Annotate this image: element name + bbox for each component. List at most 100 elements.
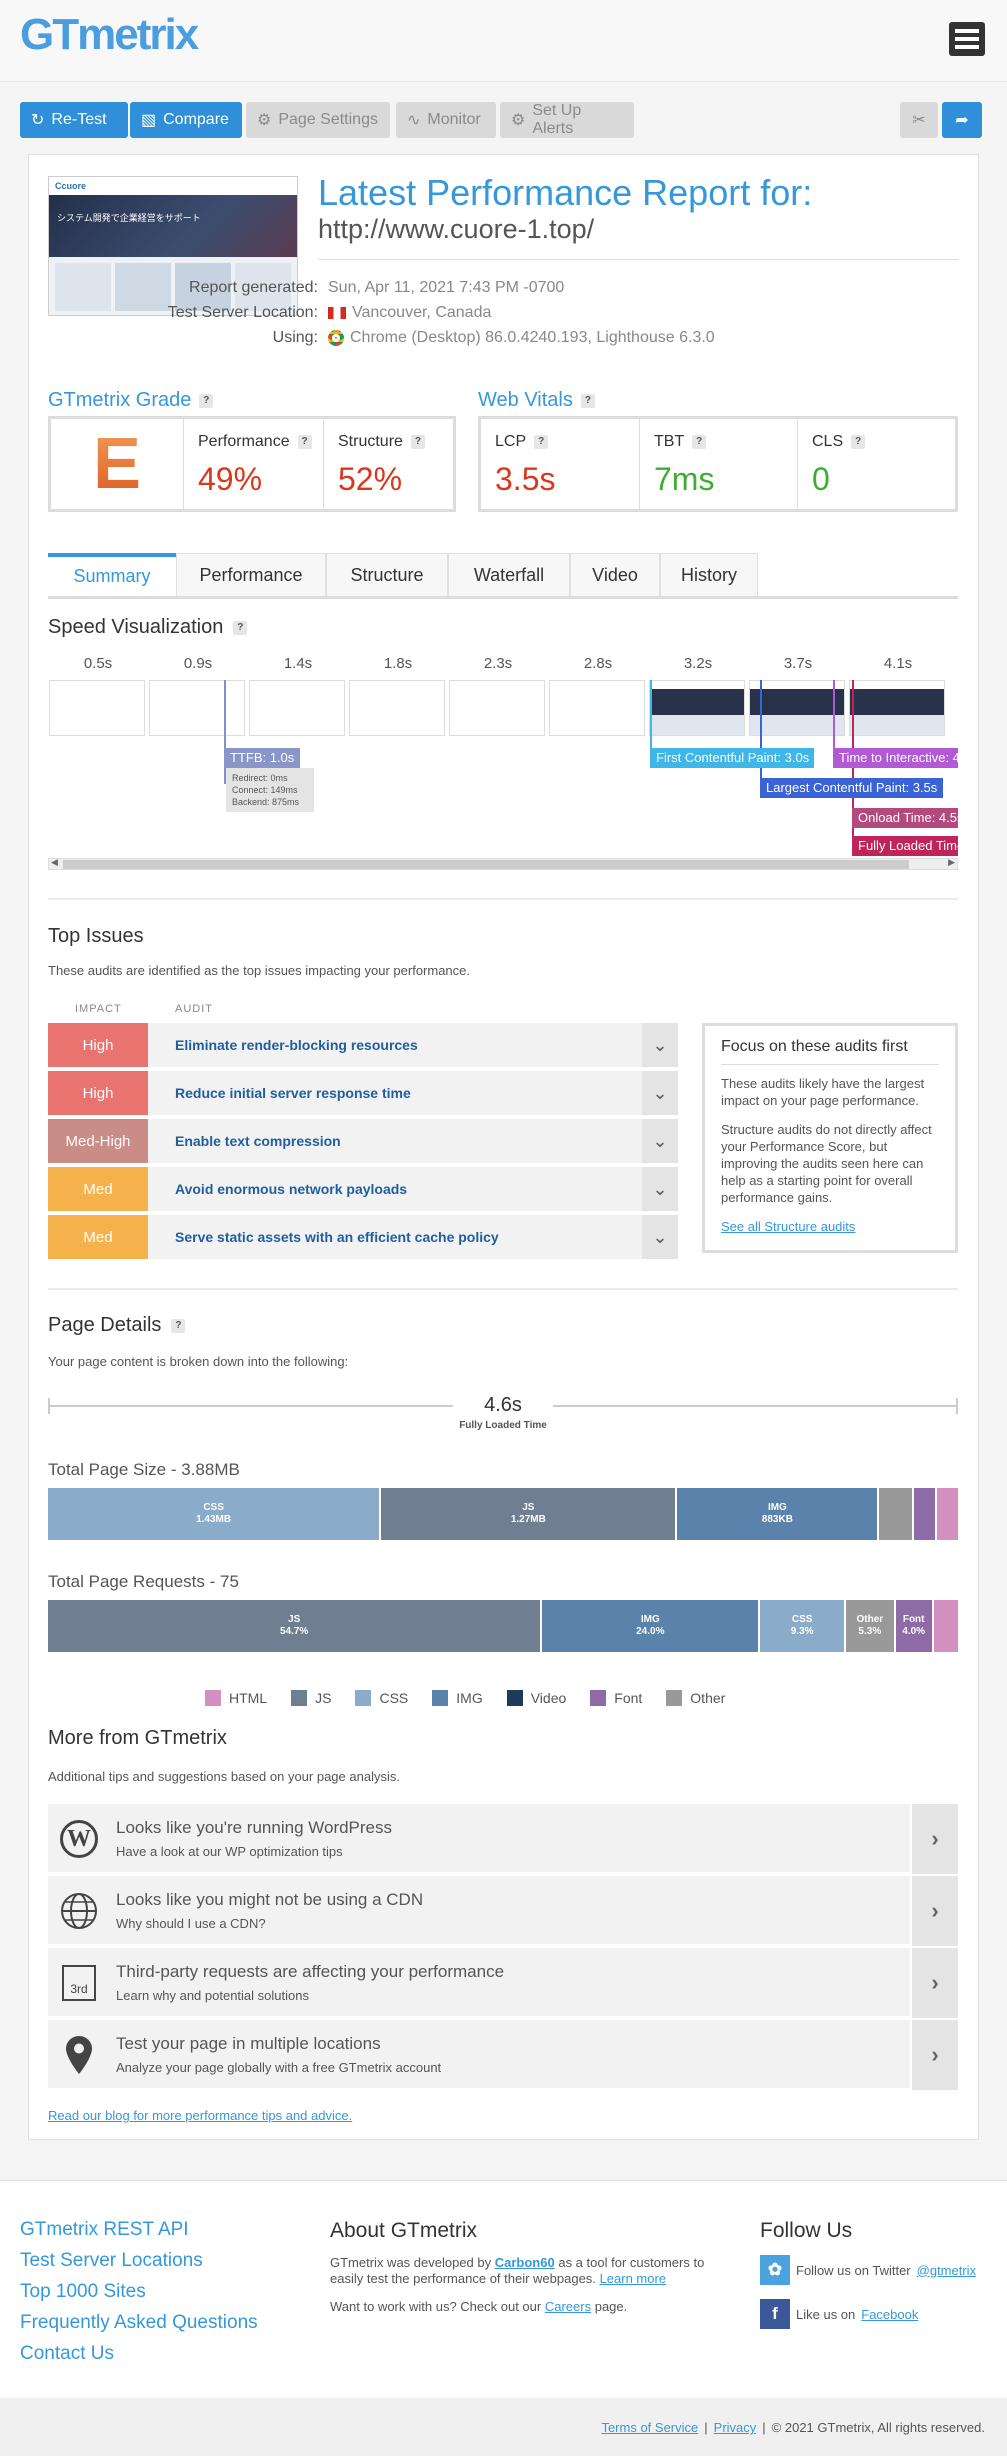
legend-swatch [355,1690,372,1706]
facebook-icon[interactable]: f [760,2299,790,2329]
tip-cdn[interactable]: Looks like you might not be using a CDN W… [48,1876,958,1946]
audit-label[interactable]: Reduce initial server response time [175,1085,411,1101]
blog-link[interactable]: Read our blog for more performance tips … [48,2108,353,2123]
issue-row[interactable]: Med Serve static assets with an efficient… [48,1215,678,1259]
audit-label[interactable]: Avoid enormous network payloads [175,1181,408,1197]
help-icon[interactable]: ? [199,393,214,408]
more-description: Additional tips and suggestions based on… [48,1769,400,1784]
breakdown-segment[interactable]: IMG 883KB [677,1488,878,1540]
web-vitals-title: Web Vitals? [478,389,595,412]
legend-item: IMG [432,1690,483,1706]
footer-link-test-locations[interactable]: Test Server Locations [20,2250,203,2271]
chevron-down-icon[interactable]: ⌄ [642,1167,678,1211]
issue-row[interactable]: High Eliminate render-blocking resources ⌄ [48,1023,678,1067]
structure-score: Structure? 52% [323,419,453,509]
tab-structure[interactable]: Structure [326,553,448,596]
tab-waterfall[interactable]: Waterfall [448,553,570,596]
filmstrip-scrollbar[interactable]: ◀ ▶ [48,857,958,870]
learn-more-link[interactable]: Learn more [599,2271,667,2286]
chevron-down-icon[interactable]: ⌄ [642,1215,678,1259]
map-pin-icon [58,2034,100,2076]
breakdown-segment[interactable] [913,1488,936,1540]
breakdown-segment[interactable] [937,1488,958,1540]
chevron-right-icon[interactable]: › [910,1948,958,2018]
site-header: GTmetrix [0,0,1007,82]
site-footer: GTmetrix REST API Test Server Locations … [0,2180,1007,2398]
breakdown-segment[interactable]: Font 4.0% [895,1600,932,1652]
chevron-right-icon[interactable]: › [910,1876,958,1946]
legend-item: Video [506,1690,566,1706]
breakdown-segment[interactable]: IMG 24.0% [542,1600,759,1652]
breakdown-segment[interactable] [933,1600,958,1652]
help-icon[interactable]: ? [580,393,595,408]
monitor-button[interactable]: ∿ Monitor [396,102,496,138]
ttfb-breakdown: Redirect: 0ms Connect: 149ms Backend: 875m… [226,768,314,812]
help-icon[interactable]: ? [534,435,549,449]
legend-item: Font [590,1690,642,1706]
report-toolbar: ↻ Re-Test ▧ Compare ⚙ Page Settings ∿ Monito… [20,102,984,138]
pdf-download-button[interactable]: ✂ [900,102,938,138]
terms-link[interactable]: Terms of Service [601,2420,699,2435]
breakdown-segment[interactable]: JS 54.7% [48,1600,541,1652]
help-icon[interactable]: ? [233,620,248,635]
tip-wordpress[interactable]: W Looks like you're running WordPress Hav… [48,1804,958,1874]
audit-label[interactable]: Serve static assets with an efficient ca… [175,1229,499,1245]
audit-label[interactable]: Enable text compression [175,1133,341,1149]
issue-row[interactable]: Med-High Enable text compression ⌄ [48,1119,678,1163]
speed-visualization-title: Speed Visualization? [48,616,248,639]
breakdown-segment[interactable]: JS 1.27MB [381,1488,676,1540]
page-settings-button[interactable]: ⚙ Page Settings [246,102,390,138]
breakdown-segment[interactable] [879,1488,912,1540]
chevron-down-icon[interactable]: ⌄ [642,1119,678,1163]
help-icon[interactable]: ? [692,435,707,449]
privacy-link[interactable]: Privacy [713,2420,757,2435]
see-all-structure-audits-link[interactable]: See all Structure audits [721,1219,856,1234]
tab-summary[interactable]: Summary [48,553,176,596]
footer-link-rest-api[interactable]: GTmetrix REST API [20,2219,189,2240]
page-requests-bar: JS 54.7% IMG 24.0% CSS 9.3% Other 5.3% Font 4.0% [48,1600,958,1652]
twitter-icon[interactable]: ✿ [760,2255,790,2285]
help-icon[interactable]: ? [851,435,866,449]
facebook-link[interactable]: Facebook [861,2306,919,2322]
set-up-alerts-button[interactable]: ⚙ Set Up Alerts [500,102,634,138]
chevron-right-icon[interactable]: › [910,1804,958,1874]
help-icon[interactable]: ? [410,435,425,449]
twitter-link[interactable]: @gtmetrix [916,2262,977,2278]
legend-item: HTML [205,1690,267,1706]
breakdown-segment[interactable]: CSS 1.43MB [48,1488,380,1540]
help-icon[interactable]: ? [297,435,312,449]
help-icon[interactable]: ? [171,1318,186,1333]
divider [48,898,958,900]
compare-button[interactable]: ▧ Compare [130,102,242,138]
chevron-down-icon[interactable]: ⌄ [642,1023,678,1067]
issue-row[interactable]: High Reduce initial server response time ⌄ [48,1071,678,1115]
audit-label[interactable]: Eliminate render-blocking resources [175,1037,418,1053]
carbon60-link[interactable]: Carbon60 [494,2255,555,2270]
breakdown-segment[interactable]: Other 5.3% [845,1600,894,1652]
tip-locations[interactable]: Test your page in multiple locations Anal… [48,2020,958,2090]
audit-header: AUDIT [175,1003,213,1015]
tab-performance[interactable]: Performance [176,553,326,596]
chevron-down-icon[interactable]: ⌄ [642,1071,678,1115]
fully-loaded-label: Fully Loaded Time [459,1420,547,1431]
legend-label: Other [690,1690,726,1706]
issue-row[interactable]: Med Avoid enormous network payloads ⌄ [48,1167,678,1211]
page-screenshot-thumbnail: Ccuore システム開発で企業経営をサポート [48,176,298,316]
retest-button[interactable]: ↻ Re-Test [20,102,128,138]
hamburger-menu-icon[interactable] [949,22,985,56]
breakdown-segment[interactable]: CSS 9.3% [760,1600,844,1652]
share-button[interactable]: ➦ [942,102,982,138]
content-type-legend: HTML JS CSS IMG Video Font Other [205,1690,749,1706]
tab-video[interactable]: Video [570,553,660,596]
chevron-right-icon[interactable]: › [910,2020,958,2090]
careers-link[interactable]: Careers [544,2299,592,2314]
footer-link-contact[interactable]: Contact Us [20,2343,114,2364]
scrollbar-thumb[interactable] [63,860,909,869]
footer-link-faq[interactable]: Frequently Asked Questions [20,2312,258,2333]
refresh-icon: ↻ [31,112,45,129]
footer-link-top-sites[interactable]: Top 1000 Sites [20,2281,146,2302]
gtmetrix-logo[interactable]: GTmetrix [20,10,199,59]
tab-history[interactable]: History [660,553,758,596]
bottom-bar: Terms of Service | Privacy | © 2021 GTmetr… [0,2398,1007,2456]
tip-third-party[interactable]: 3rd Third-party requests are affecting y… [48,1948,958,2018]
